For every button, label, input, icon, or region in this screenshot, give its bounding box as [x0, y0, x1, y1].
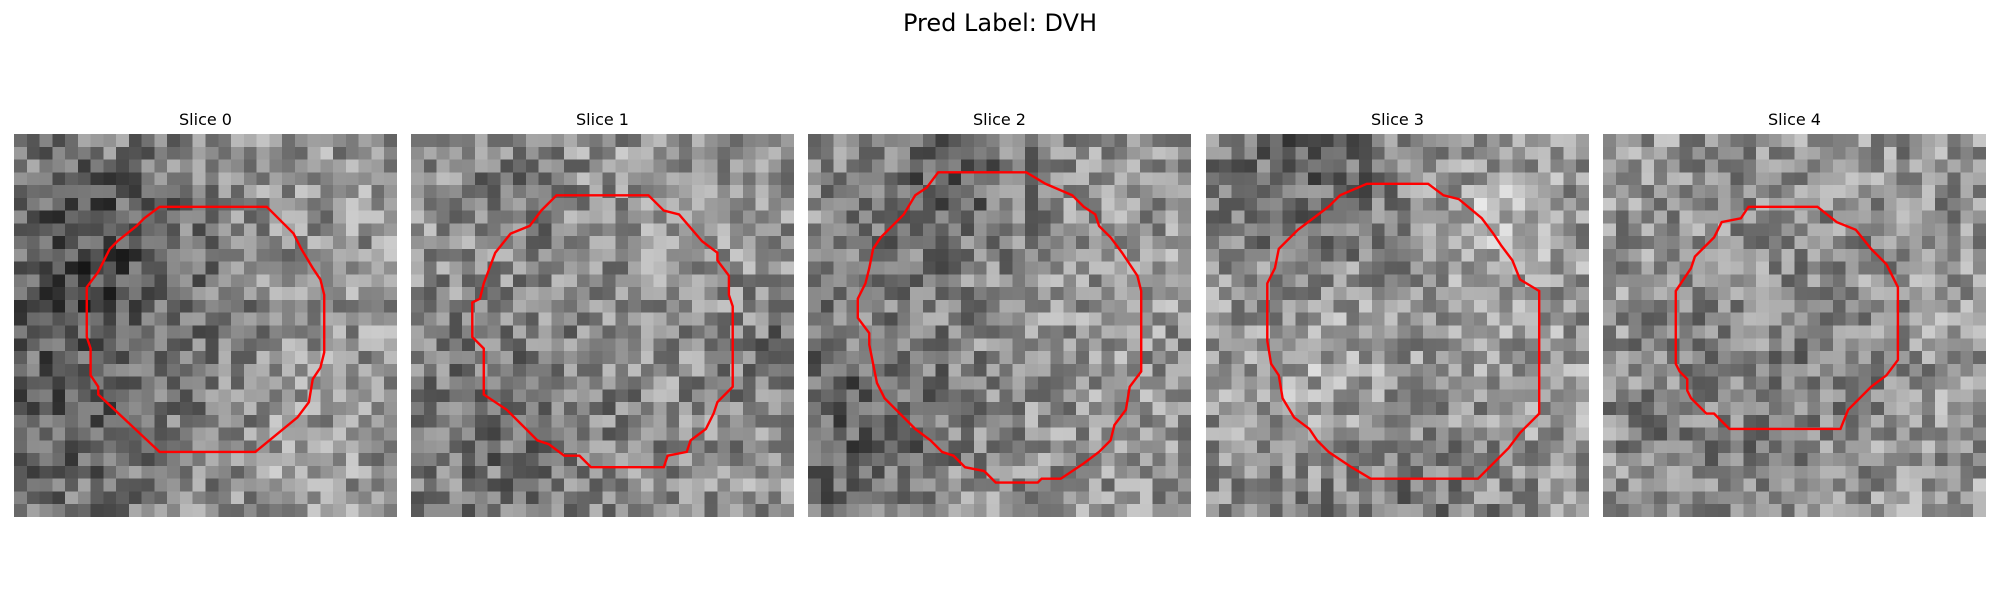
- slice-3-contour: [1206, 134, 1589, 517]
- panel-title-slice-3: Slice 3: [1371, 110, 1424, 129]
- panel-title-slice-4: Slice 4: [1768, 110, 1821, 129]
- slice-4-contour: [1603, 134, 1986, 517]
- slice-1-contour: [411, 134, 794, 517]
- panel-title-slice-1: Slice 1: [576, 110, 629, 129]
- slice-4-panel: [1603, 134, 1986, 517]
- slice-1-image: [411, 134, 794, 517]
- slice-2-image: [808, 134, 1191, 517]
- slice-2-contour: [808, 134, 1191, 517]
- panel-title-slice-2: Slice 2: [973, 110, 1026, 129]
- figure-title: Pred Label: DVH: [902, 9, 1097, 37]
- slice-4-image: [1603, 134, 1986, 517]
- slice-2-panel: [808, 134, 1191, 517]
- slice-1-panel: [411, 134, 794, 517]
- slice-3-panel: [1206, 134, 1589, 517]
- slice-0-panel: [14, 134, 397, 517]
- slice-0-contour: [14, 134, 397, 517]
- panel-title-slice-0: Slice 0: [179, 110, 232, 129]
